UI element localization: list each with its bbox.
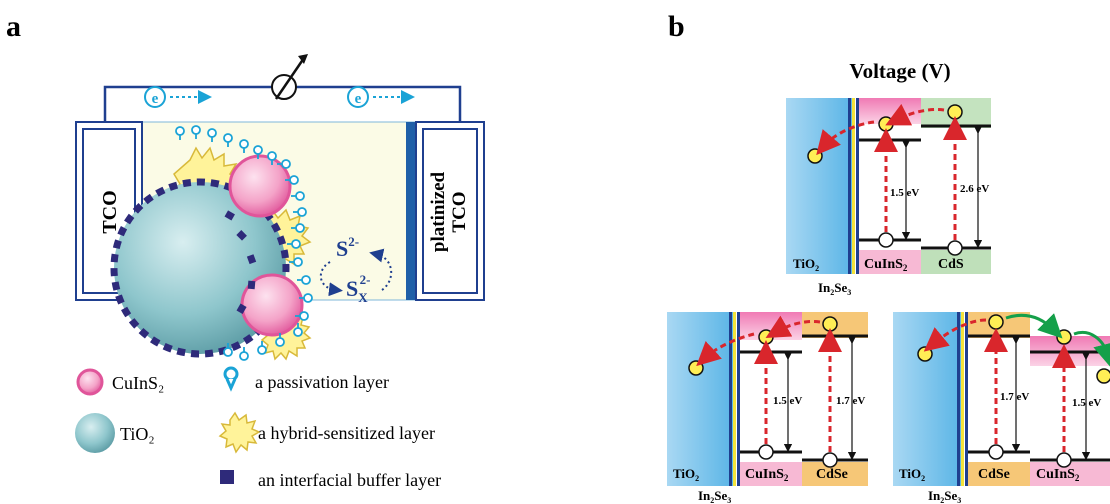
bl-mat2-sub: 2 bbox=[784, 473, 789, 483]
top-mat3: CdS bbox=[938, 257, 964, 272]
top-buffer-sub: 2 bbox=[830, 288, 834, 297]
platinized-tco-electrode: platinized TCO bbox=[406, 121, 485, 301]
legend-cuins2: CuInS₂ bbox=[76, 368, 164, 396]
band-diagram-bottom-right: 1.7 eV 1.5 eV TiO2 CdSe CuInS2 In2Se3 bbox=[893, 312, 1110, 504]
bl-buffer-sub: 2 bbox=[710, 496, 714, 504]
top-buffer2-sub: 3 bbox=[847, 288, 851, 297]
svg-text:In2Se3: In2Se3 bbox=[698, 488, 731, 504]
electron-symbol-right: e bbox=[355, 91, 362, 107]
svg-text:In2Se3: In2Se3 bbox=[928, 488, 961, 504]
br-buffer: In bbox=[928, 488, 941, 503]
legend-passivation-label: a passivation layer bbox=[255, 372, 389, 392]
legend-passivation: a passivation layer bbox=[223, 366, 389, 392]
platinized-label: platinized bbox=[428, 171, 449, 252]
br-gap1: 1.7 eV bbox=[1000, 391, 1029, 403]
band-diagram-bottom-left: 1.5 eV 1.7 eV TiO2 CuInS2 CdSe In2Se3 bbox=[667, 312, 868, 504]
bl-mat2: CuInS bbox=[745, 467, 784, 482]
band-diagram-top: 1.5 eV 2.6 eV TiO2 CuInS2 CdS In2Se3 bbox=[786, 98, 991, 297]
top-mat1: TiO bbox=[793, 256, 815, 271]
bl-gap1: 1.5 eV bbox=[773, 395, 802, 407]
passivation-layer bbox=[175, 125, 313, 361]
svg-text:TiO2: TiO2 bbox=[673, 466, 699, 483]
bl-gap2: 1.7 eV bbox=[836, 395, 865, 407]
bl-buffer: In bbox=[698, 488, 711, 503]
svg-text:SX2-: SX 2- bbox=[346, 272, 370, 305]
br-buffer-sub: 2 bbox=[940, 496, 944, 504]
redox-sx-charge: 2- bbox=[360, 272, 371, 287]
voltage-title: Voltage (V) bbox=[849, 59, 950, 83]
top-mat1-sub: 2 bbox=[815, 264, 819, 273]
bl-mat1-sub: 2 bbox=[695, 474, 699, 483]
legend-buffer: an interfacial buffer layer bbox=[220, 470, 441, 490]
legend-hybrid-label: a hybrid-sensitized layer bbox=[258, 423, 435, 443]
electron-symbol-left: e bbox=[152, 91, 159, 107]
br-mat3-sub: 2 bbox=[1075, 473, 1080, 483]
redox-sx-label: S bbox=[346, 276, 358, 301]
bl-buffer2-sub: 3 bbox=[727, 496, 731, 504]
br-mat1: TiO bbox=[899, 466, 921, 481]
top-gap1: 1.5 eV bbox=[890, 187, 919, 199]
br-buffer2-sub: 3 bbox=[957, 496, 961, 504]
legend-hybrid: a hybrid-sensitized layer bbox=[218, 411, 435, 454]
legend-tio2-label: TiO₂ bbox=[120, 424, 155, 444]
br-buffer2: Se bbox=[944, 488, 957, 503]
redox-s-label: S bbox=[336, 236, 348, 261]
redox-sx-sub: X bbox=[358, 290, 368, 305]
svg-text:In2Se3: In2Se3 bbox=[818, 280, 851, 297]
bl-mat1: TiO bbox=[673, 466, 695, 481]
tco-label: TCO bbox=[99, 190, 121, 233]
cuins2-particle-top bbox=[228, 154, 292, 218]
load-meter-icon bbox=[271, 54, 308, 100]
top-gap2: 2.6 eV bbox=[960, 183, 989, 195]
bl-mat3: CdSe bbox=[816, 467, 848, 482]
br-mat3: CuInS bbox=[1036, 467, 1075, 482]
svg-text:CuInS2: CuInS2 bbox=[864, 257, 908, 273]
electron-flow-right: e bbox=[347, 86, 415, 108]
br-mat1-sub: 2 bbox=[921, 474, 925, 483]
svg-text:CuInS2: CuInS2 bbox=[745, 467, 789, 483]
svg-text:TiO2: TiO2 bbox=[899, 466, 925, 483]
electron-flow-left: e bbox=[144, 86, 212, 108]
legend-tio2: TiO₂ bbox=[75, 413, 155, 453]
panel-a-label: a bbox=[6, 10, 21, 43]
legend-buffer-label: an interfacial buffer layer bbox=[258, 470, 441, 490]
legend: CuInS₂ TiO₂ a passivation layer a hybrid… bbox=[75, 366, 441, 490]
top-mat2-sub: 2 bbox=[903, 263, 908, 273]
redox-s-charge: 2- bbox=[348, 234, 359, 249]
platinized-tco-label: TCO bbox=[449, 191, 470, 232]
bl-buffer2: Se bbox=[714, 488, 727, 503]
legend-cuins2-label: CuInS₂ bbox=[112, 373, 164, 393]
top-buffer2: Se bbox=[834, 280, 847, 295]
top-mat2: CuInS bbox=[864, 257, 903, 272]
br-gap2: 1.5 eV bbox=[1072, 397, 1101, 409]
redox-couple: S2- SX2- bbox=[320, 234, 392, 305]
buffer-dashes bbox=[224, 210, 257, 314]
svg-text:TiO2: TiO2 bbox=[793, 256, 819, 273]
svg-text:S2-: S2- bbox=[336, 234, 359, 261]
top-buffer: In bbox=[818, 280, 831, 295]
svg-text:CuInS2: CuInS2 bbox=[1036, 467, 1080, 483]
panel-b-label: b bbox=[668, 10, 685, 43]
br-mat2: CdSe bbox=[978, 467, 1010, 482]
